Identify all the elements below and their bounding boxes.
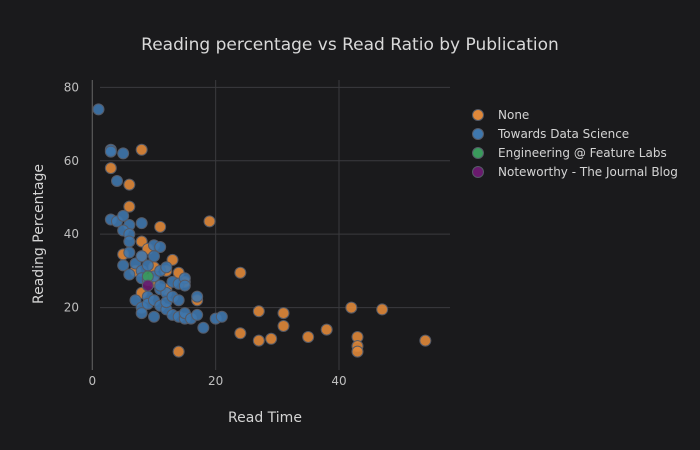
data-point[interactable] (123, 200, 136, 213)
data-point[interactable] (172, 345, 185, 358)
data-point[interactable] (172, 294, 185, 307)
x-tick-label: 20 (208, 374, 223, 388)
data-point[interactable] (123, 178, 136, 191)
data-point[interactable] (345, 301, 358, 314)
y-tick-label: 40 (64, 227, 79, 241)
data-point[interactable] (154, 241, 167, 254)
data-point[interactable] (135, 143, 148, 156)
data-point[interactable] (351, 345, 364, 358)
tick-labels: 0 20 40 20 40 60 80 (64, 80, 347, 388)
data-point[interactable] (135, 217, 148, 230)
x-tick-label: 0 (89, 374, 97, 388)
data-point[interactable] (111, 174, 123, 187)
data-point[interactable] (178, 279, 191, 292)
series-1 (92, 103, 228, 334)
legend-label: Engineering @ Feature Labs (498, 146, 667, 160)
legend-item[interactable]: Towards Data Science (472, 127, 630, 141)
data-point[interactable] (154, 220, 167, 233)
data-point[interactable] (141, 279, 154, 292)
data-point[interactable] (123, 246, 136, 259)
data-point[interactable] (117, 209, 130, 222)
data-point[interactable] (277, 319, 290, 332)
y-tick-label: 20 (64, 301, 79, 315)
chart-title: Reading percentage vs Read Ratio by Publ… (141, 35, 559, 55)
legend-item[interactable]: Noteworthy - The Journal Blog (472, 165, 678, 179)
data-point[interactable] (252, 334, 265, 347)
data-point[interactable] (234, 327, 247, 340)
legend-marker (472, 128, 484, 140)
data-point[interactable] (154, 279, 167, 292)
x-axis-title: Read Time (228, 410, 302, 426)
legend-marker (472, 166, 484, 178)
y-axis-title: Reading Percentage (31, 164, 47, 304)
data-point[interactable] (191, 308, 204, 321)
data-point[interactable] (252, 305, 265, 318)
legend-label: Noteworthy - The Journal Blog (498, 165, 678, 179)
legend-label: Towards Data Science (497, 127, 629, 141)
legend-item[interactable]: None (472, 108, 530, 122)
data-point[interactable] (160, 261, 173, 274)
data-point[interactable] (148, 250, 160, 263)
legend-item[interactable]: Engineering @ Feature Labs (472, 146, 667, 160)
data-point[interactable] (265, 332, 278, 345)
data-point[interactable] (92, 103, 105, 116)
data-point[interactable] (197, 321, 210, 334)
legend[interactable]: None Towards Data Science Engineering @ Fe… (472, 108, 678, 179)
data-point[interactable] (135, 307, 148, 320)
data-point[interactable] (203, 215, 216, 228)
legend-marker (472, 147, 484, 159)
data-points (92, 103, 432, 358)
y-tick-label: 80 (64, 80, 79, 94)
data-point[interactable] (104, 145, 117, 158)
data-point[interactable] (419, 334, 432, 347)
data-point[interactable] (117, 259, 130, 272)
legend-label: None (498, 108, 529, 122)
data-point[interactable] (302, 330, 315, 343)
legend-marker (472, 109, 484, 121)
data-point[interactable] (123, 268, 136, 281)
data-point[interactable] (135, 250, 148, 263)
data-point[interactable] (123, 235, 136, 248)
data-point[interactable] (104, 162, 117, 175)
data-point[interactable] (191, 290, 204, 303)
data-point[interactable] (148, 310, 160, 323)
y-tick-label: 60 (64, 154, 79, 168)
data-point[interactable] (277, 307, 290, 320)
x-tick-label: 40 (331, 374, 346, 388)
data-point[interactable] (234, 266, 247, 279)
data-point[interactable] (376, 303, 389, 316)
data-point[interactable] (320, 323, 333, 336)
data-point[interactable] (117, 147, 130, 160)
data-point[interactable] (215, 310, 228, 323)
series-3 (141, 279, 154, 292)
